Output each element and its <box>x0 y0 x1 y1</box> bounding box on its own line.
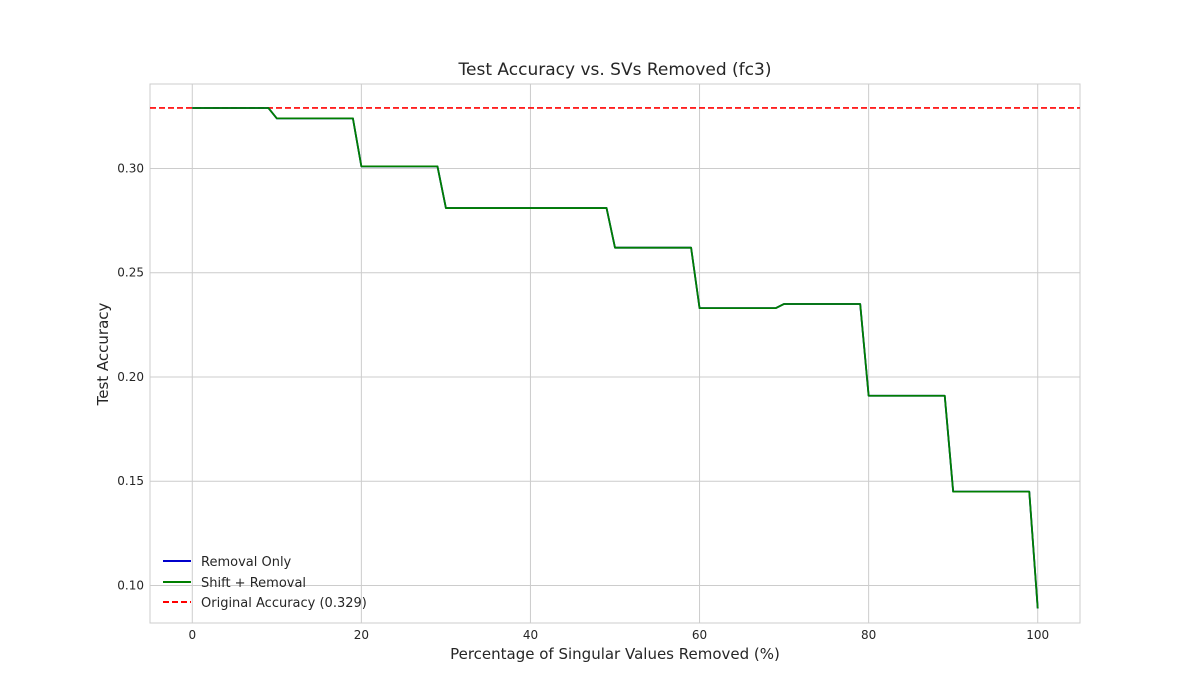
legend-label-original-accuracy: Original Accuracy (0.329) <box>201 596 367 611</box>
y-tick-label: 0.30 <box>117 161 144 175</box>
x-tick-label: 100 <box>1026 628 1049 642</box>
x-tick-labels: 0 20 40 60 80 100 <box>188 628 1049 642</box>
y-axis-label: Test Accuracy <box>94 302 112 406</box>
legend: Removal Only Shift + Removal Original Ac… <box>163 555 367 611</box>
y-tick-label: 0.10 <box>117 578 144 592</box>
grid-lines <box>150 84 1080 623</box>
series-layer <box>192 107 1039 609</box>
y-tick-label: 0.20 <box>117 370 144 384</box>
x-tick-label: 80 <box>861 628 876 642</box>
x-tick-label: 0 <box>188 628 196 642</box>
y-tick-label: 0.15 <box>117 474 144 488</box>
series-line-shift-removal <box>192 107 1039 609</box>
plot-area-frame <box>149 83 1081 624</box>
series-line-removal-only <box>192 107 1039 609</box>
y-tick-label: 0.25 <box>117 266 144 280</box>
legend-label-removal-only: Removal Only <box>201 555 292 570</box>
x-tick-label: 60 <box>692 628 707 642</box>
legend-label-shift-removal: Shift + Removal <box>201 576 306 591</box>
x-tick-label: 40 <box>523 628 538 642</box>
x-tick-label: 20 <box>354 628 369 642</box>
y-tick-labels: 0.10 0.15 0.20 0.25 0.30 <box>117 161 144 592</box>
x-axis-label: Percentage of Singular Values Removed (%… <box>450 645 780 663</box>
chart-title: Test Accuracy vs. SVs Removed (fc3) <box>458 60 772 80</box>
